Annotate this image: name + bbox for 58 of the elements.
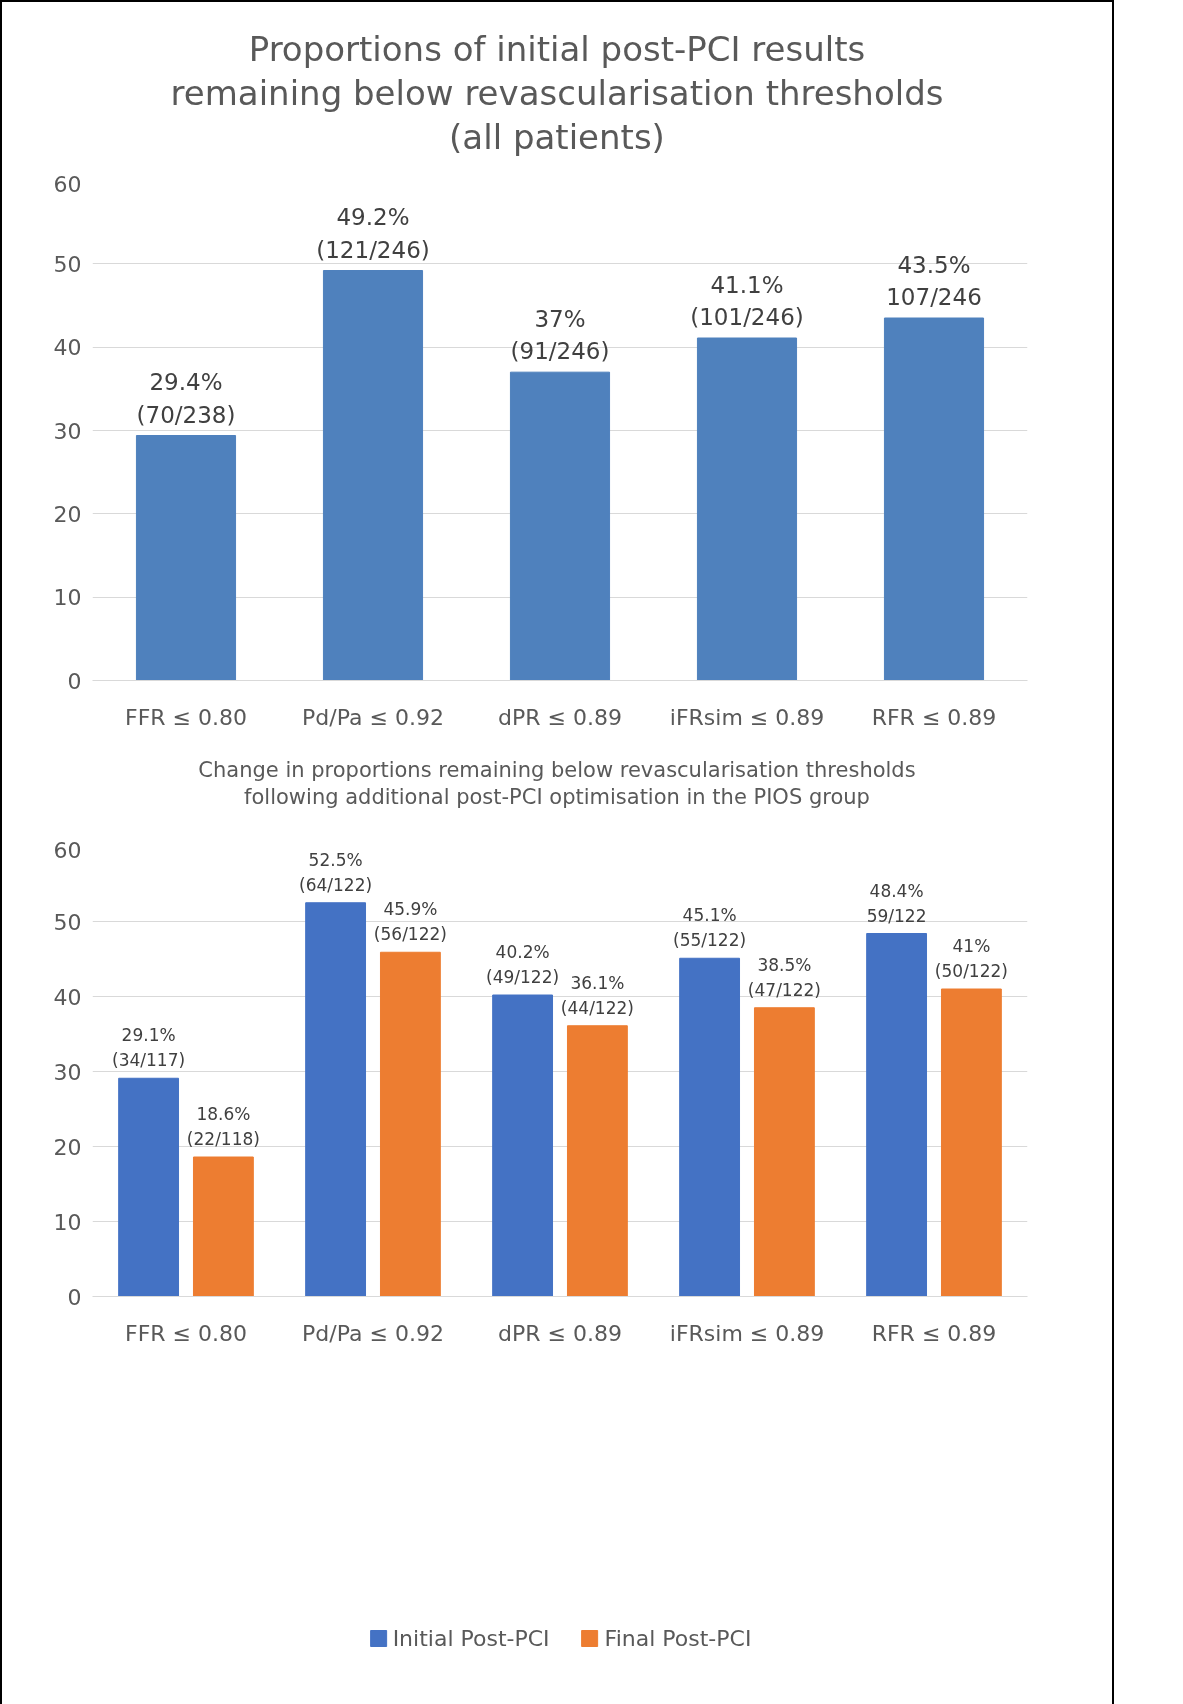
bar [379, 951, 441, 1297]
bar [118, 1077, 180, 1297]
y-tick-label: 10 [53, 584, 82, 610]
y-tick-label: 30 [53, 418, 82, 444]
bar [940, 988, 1002, 1297]
data-label: 18.6% (22/118) [186, 1104, 260, 1150]
bar [509, 371, 611, 681]
x-tick-label: FFR ≤ 0.80 [125, 704, 247, 730]
bar [696, 337, 798, 681]
y-tick-label: 60 [53, 171, 82, 197]
chart-title: Proportions of initial post-PCI results remaining below revascularisation thresholds (all patients) [170, 28, 944, 160]
x-tick-label: Pd/Pa ≤ 0.92 [302, 704, 444, 730]
y-tick-label: 20 [53, 1134, 82, 1160]
data-label: 38.5% (47/122) [747, 954, 821, 1000]
data-label: 49.2% (121/246) [316, 203, 430, 263]
bar [753, 1007, 815, 1297]
y-tick-label: 40 [53, 334, 82, 360]
x-tick-label: iFRsim ≤ 0.89 [669, 704, 825, 730]
y-tick-label: 30 [53, 1059, 82, 1085]
bar [135, 434, 237, 681]
bar [566, 1025, 628, 1297]
data-label: 48.4% 59/122 [866, 880, 927, 926]
data-label: 45.1% (55/122) [673, 905, 747, 951]
data-label: 41% (50/122) [934, 936, 1008, 982]
bar [305, 902, 367, 1297]
x-tick-label: dPR ≤ 0.89 [498, 1320, 622, 1346]
y-tick-label: 0 [67, 1284, 82, 1310]
bar [866, 933, 928, 1297]
y-tick-label: 60 [53, 837, 82, 863]
bar [322, 269, 424, 681]
data-label: 37% (91/246) [510, 305, 610, 364]
bar [883, 317, 985, 681]
bar [192, 1156, 254, 1297]
legend-label: Initial Post-PCI [392, 1625, 550, 1651]
y-tick-label: 50 [53, 251, 82, 277]
x-tick-label: iFRsim ≤ 0.89 [669, 1320, 825, 1346]
y-tick-label: 40 [53, 984, 82, 1010]
y-tick-label: 10 [53, 1209, 82, 1235]
data-label: 29.1% (34/117) [112, 1025, 186, 1071]
y-tick-label: 20 [53, 501, 82, 527]
y-tick-label: 50 [53, 909, 82, 935]
bar [492, 994, 554, 1297]
data-label: 45.9% (56/122) [373, 899, 447, 945]
legend-label: Final Post-PCI [604, 1625, 752, 1651]
chart-title: Change in proportions remaining below revascularisation thresholds following additional post-PCI optimisation in the PIOS group [198, 756, 916, 811]
x-tick-label: FFR ≤ 0.80 [125, 1320, 247, 1346]
x-tick-label: RFR ≤ 0.89 [871, 1320, 997, 1346]
data-label: 43.5% 107/246 [886, 251, 982, 310]
data-label: 40.2% (49/122) [486, 942, 560, 988]
data-label: 36.1% (44/122) [560, 972, 634, 1018]
data-label: 41.1% (101/246) [690, 271, 804, 330]
data-label: 29.4% (70/238) [136, 368, 236, 428]
x-tick-label: RFR ≤ 0.89 [871, 704, 997, 730]
bar [679, 957, 741, 1297]
x-tick-label: Pd/Pa ≤ 0.92 [302, 1320, 444, 1346]
data-label: 52.5% (64/122) [299, 849, 373, 895]
y-tick-label: 0 [67, 668, 82, 694]
x-tick-label: dPR ≤ 0.89 [498, 704, 622, 730]
